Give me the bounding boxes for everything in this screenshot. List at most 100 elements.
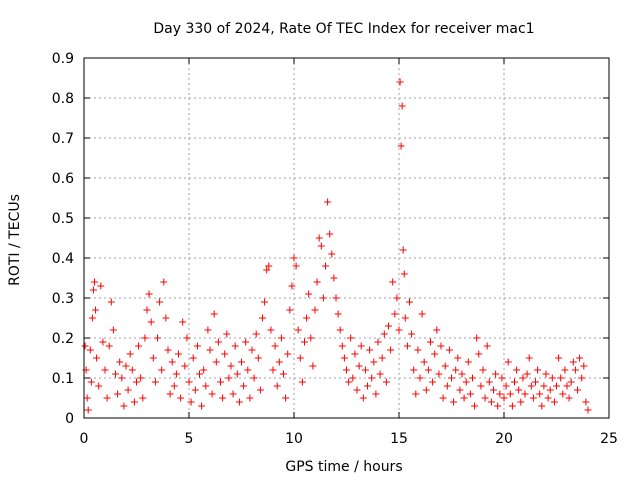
data-point (502, 382, 510, 390)
data-point (506, 390, 514, 398)
data-point (576, 354, 584, 362)
data-point (93, 354, 101, 362)
data-point (351, 350, 359, 358)
data-point (204, 326, 212, 334)
data-point (443, 382, 451, 390)
data-point (116, 358, 124, 366)
data-point (139, 394, 147, 402)
data-point (330, 274, 338, 282)
data-point (387, 346, 395, 354)
x-tick-label: 0 (80, 431, 89, 447)
data-point (553, 382, 560, 390)
data-point (469, 374, 476, 382)
data-point (305, 290, 313, 298)
data-point (523, 370, 531, 378)
data-point (120, 402, 128, 410)
data-point (429, 378, 437, 386)
data-point (517, 398, 525, 406)
data-point (83, 394, 91, 402)
data-point (416, 374, 424, 382)
data-point (322, 262, 329, 270)
data-point (233, 370, 241, 378)
data-point (483, 342, 491, 350)
data-point (370, 358, 378, 366)
data-point (214, 338, 222, 346)
x-tick-label: 10 (285, 431, 303, 447)
data-point (355, 362, 363, 370)
data-point (481, 394, 489, 402)
data-point (422, 386, 430, 394)
data-point (557, 374, 565, 382)
data-point (235, 398, 243, 406)
data-point (565, 394, 573, 402)
data-point (256, 386, 264, 394)
data-point (582, 398, 590, 406)
data-point (397, 142, 405, 150)
data-point (164, 346, 172, 354)
data-point (466, 390, 474, 398)
data-point (189, 354, 197, 362)
data-point (494, 402, 502, 410)
data-point (540, 382, 548, 390)
data-point (271, 342, 279, 350)
data-point (229, 390, 237, 398)
data-point (338, 342, 346, 350)
data-point (172, 370, 180, 378)
data-point (548, 374, 556, 382)
x-tick-label: 25 (600, 431, 618, 447)
data-point (248, 346, 256, 354)
data-point (492, 370, 500, 378)
data-point (242, 338, 250, 346)
data-point (135, 342, 143, 350)
x-axis-label: GPS time / hours (285, 459, 402, 475)
data-point (206, 346, 214, 354)
data-point (193, 342, 201, 350)
data-point (198, 402, 206, 410)
data-point (143, 306, 151, 314)
data-point (452, 366, 460, 374)
y-tick-label: 0.4 (52, 251, 74, 267)
data-point (298, 378, 306, 386)
data-point (513, 366, 521, 374)
data-point (349, 374, 357, 382)
data-point (385, 322, 392, 330)
data-point (170, 382, 178, 390)
axis-ticks: 0 0.1 0.2 0.3 0.4 0.5 0.6 0.7 0.8 0.9 0 5 10 15 20 25 (52, 51, 618, 447)
data-point (151, 378, 159, 386)
data-point (567, 378, 575, 386)
data-point (473, 334, 481, 342)
data-point (175, 350, 182, 358)
data-point (538, 402, 546, 410)
data-point (462, 378, 470, 386)
data-point (284, 350, 292, 358)
data-point (563, 382, 571, 390)
data-point (210, 310, 218, 318)
data-point (145, 290, 153, 298)
data-point (183, 334, 191, 342)
data-point (156, 298, 164, 306)
data-point (555, 354, 563, 362)
data-point (454, 354, 462, 362)
data-point (391, 310, 399, 318)
data-point (109, 326, 117, 334)
data-point (353, 386, 361, 394)
data-point (246, 394, 254, 402)
data-point (252, 330, 260, 338)
data-point (393, 294, 401, 302)
data-point (471, 402, 479, 410)
data-point (401, 314, 409, 322)
data-point (147, 318, 155, 326)
data-point (521, 390, 529, 398)
data-point (410, 366, 418, 374)
data-point (343, 366, 350, 374)
data-point (219, 394, 227, 402)
data-point (191, 386, 199, 394)
data-point (244, 366, 252, 374)
data-point (546, 386, 554, 394)
data-point (181, 362, 189, 370)
data-point (103, 394, 111, 402)
data-point (250, 374, 258, 382)
data-point (431, 350, 439, 358)
y-axis-label: ROTI / TECUs (7, 194, 23, 286)
